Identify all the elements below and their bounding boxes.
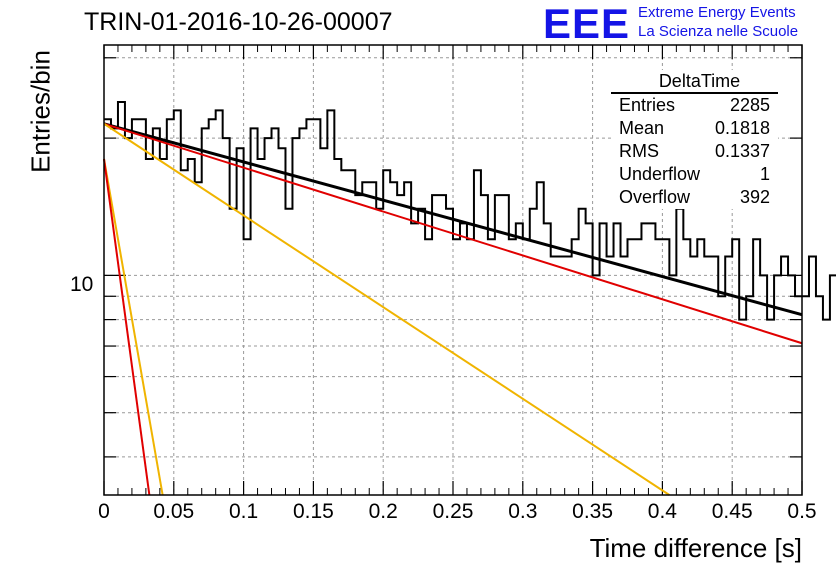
x-tick-label: 0.4: [647, 500, 677, 523]
axis-ticks: [103, 45, 803, 495]
fit-curve-3: [103, 122, 670, 496]
x-tick-label: 0.35: [572, 500, 614, 523]
fit-curve-1: [103, 122, 803, 317]
x-tick-label: 0.1: [228, 500, 259, 523]
stat-label: Entries: [619, 95, 676, 115]
x-tick-label: 0.2: [368, 500, 398, 523]
stats-box: DeltaTime Entries 2285 Mean 0.1818 RMS 0…: [611, 70, 778, 209]
grid-lines: [104, 45, 802, 495]
x-tick-label: 0.15: [292, 500, 334, 523]
stat-row-overflow: Overflow 392: [611, 186, 778, 209]
fit-curve-4: [103, 158, 164, 496]
x-tick-label: 0.05: [153, 500, 195, 523]
fit-curves: [103, 122, 803, 496]
x-tick-label: 0.45: [711, 500, 753, 523]
stat-label: RMS: [619, 141, 659, 161]
stat-value: 0.1818: [714, 118, 770, 138]
y-tick-label-10: 10: [70, 273, 94, 296]
logo-line-1: Extreme Energy Events: [638, 4, 796, 21]
stat-value: 1: [759, 164, 770, 184]
stat-label: Overflow: [619, 187, 691, 207]
plot-frame: [103, 44, 803, 496]
x-axis-label: Time difference [s]: [589, 533, 802, 563]
logo-line-2: La Scienza nelle Scuole: [638, 23, 799, 40]
stat-value: 392: [739, 187, 770, 207]
fit-curve-5: [103, 158, 151, 496]
stat-row-entries: Entries 2285: [611, 94, 778, 117]
stat-label: Underflow: [619, 164, 701, 184]
x-tick-label: 0.5: [787, 500, 817, 523]
stat-label: Mean: [619, 118, 665, 138]
y-axis-label: Entries/bin: [25, 50, 56, 173]
eee-logo: EEE: [543, 0, 631, 47]
stats-title: DeltaTime: [611, 70, 778, 94]
stat-row-rms: RMS 0.1337: [611, 140, 778, 163]
x-tick-label: 0.25: [432, 500, 474, 523]
stat-row-mean: Mean 0.1818: [611, 117, 778, 140]
fit-curve-2: [103, 122, 803, 345]
x-tick-label: 0.3: [508, 500, 538, 523]
stat-row-underflow: Underflow 1: [611, 163, 778, 186]
stat-value: 2285: [729, 95, 770, 115]
x-tick-label: 0: [98, 500, 110, 523]
stat-value: 0.1337: [714, 141, 770, 161]
chart-title: TRIN-01-2016-10-26-00007: [84, 8, 393, 36]
histogram-line: [104, 100, 836, 321]
